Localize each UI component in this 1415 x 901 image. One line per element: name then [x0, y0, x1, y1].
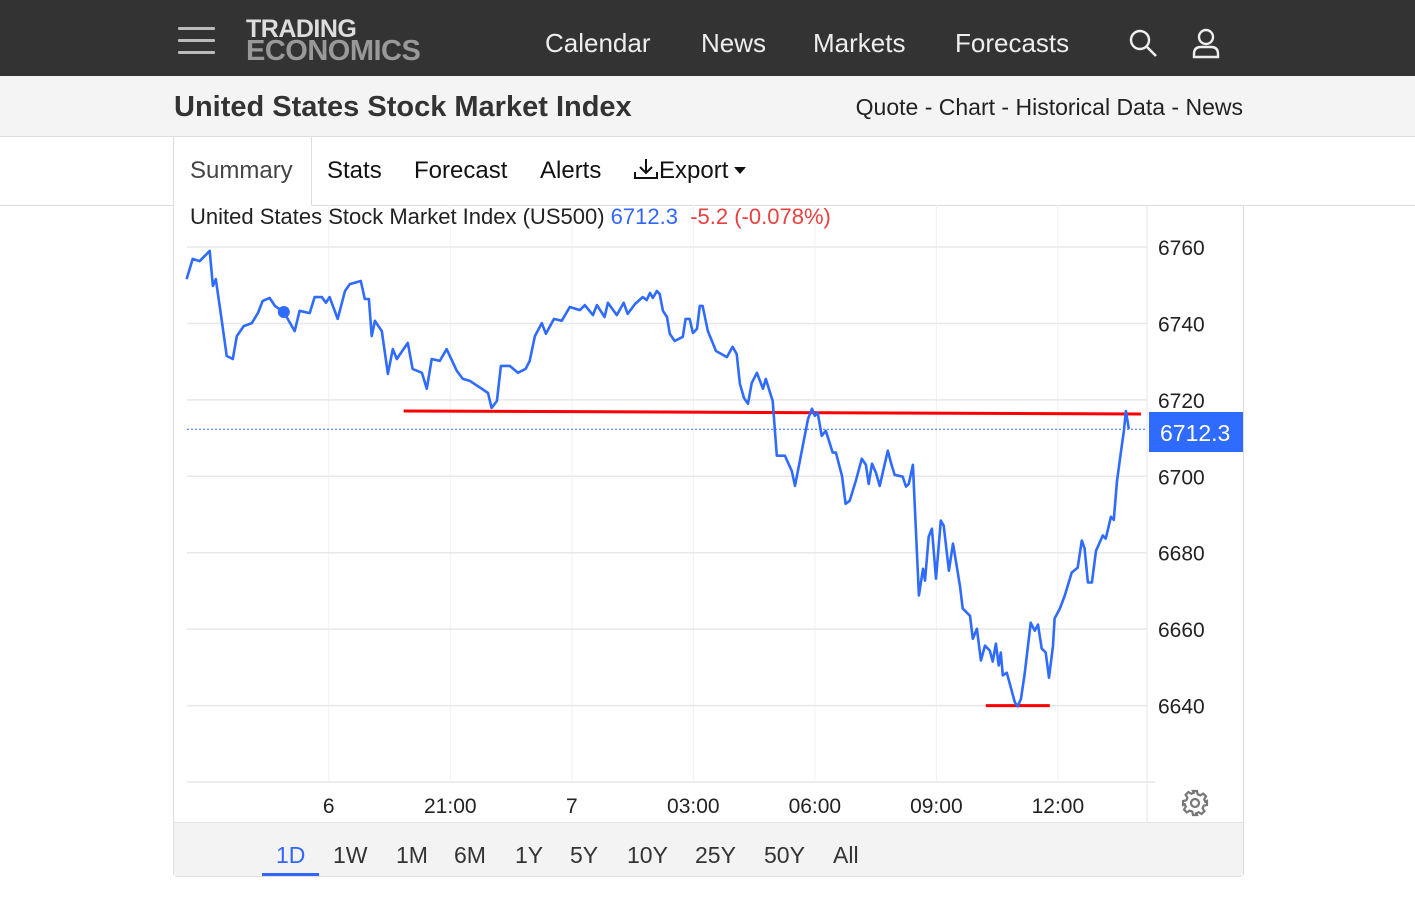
- y-tick-label: 6640: [1158, 696, 1205, 719]
- chart-container: [173, 205, 1244, 877]
- tab-bar: Summary Stats Forecast Alerts Export: [0, 137, 1415, 206]
- range-1m[interactable]: 1M: [396, 842, 428, 868]
- hover-marker: [277, 305, 290, 318]
- price-change-pct: (-0.078%): [734, 204, 831, 229]
- section-links: Quote - Chart - Historical Data - News: [856, 94, 1243, 121]
- nav-calendar[interactable]: Calendar: [545, 28, 651, 58]
- user-icon[interactable]: [1191, 27, 1221, 59]
- price-line: [185, 249, 1131, 708]
- instrument-name: United States Stock Market Index (US500): [190, 204, 605, 229]
- y-tick-label: 6680: [1158, 543, 1205, 566]
- separator: -: [918, 94, 939, 120]
- last-price: 6712.3: [610, 204, 678, 229]
- logo[interactable]: TRADING ECONOMICS: [246, 15, 421, 67]
- range-25y[interactable]: 25Y: [695, 842, 736, 868]
- y-tick-label: 6740: [1158, 313, 1205, 336]
- menu-icon[interactable]: [178, 27, 215, 55]
- link-news[interactable]: News: [1185, 94, 1243, 120]
- x-tick-label: 12:00: [1032, 795, 1085, 818]
- export-label: Export: [659, 157, 729, 184]
- settings-gear-icon[interactable]: [1181, 789, 1209, 817]
- separator: -: [995, 94, 1016, 120]
- x-tick-label: 09:00: [910, 795, 963, 818]
- separator: -: [1165, 94, 1186, 120]
- nav-forecasts[interactable]: Forecasts: [955, 28, 1070, 58]
- range-1d[interactable]: 1D: [276, 842, 306, 868]
- active-range-indicator: [262, 873, 319, 876]
- x-tick-label: 06:00: [789, 795, 842, 818]
- y-tick-label: 6760: [1158, 237, 1205, 260]
- x-tick-label: 7: [566, 795, 578, 818]
- nav-news[interactable]: News: [701, 28, 767, 58]
- link-chart[interactable]: Chart: [938, 94, 996, 120]
- export-dropdown[interactable]: Export: [633, 157, 747, 185]
- tab-summary[interactable]: Summary: [173, 137, 312, 206]
- range-all[interactable]: All: [833, 842, 859, 868]
- x-tick-label: 21:00: [424, 795, 477, 818]
- link-historical-data[interactable]: Historical Data: [1015, 94, 1166, 120]
- range-6m[interactable]: 6M: [454, 842, 486, 868]
- y-tick-label: 6700: [1158, 466, 1205, 489]
- subheader: United States Stock Market Index Quote -…: [0, 76, 1415, 137]
- price-change: -5.2: [690, 204, 729, 229]
- y-tick-label: 6720: [1158, 390, 1205, 413]
- range-50y[interactable]: 50Y: [764, 842, 805, 868]
- x-tick-label: 03:00: [667, 795, 720, 818]
- range-1w[interactable]: 1W: [333, 842, 368, 868]
- range-selector: 1D 1W 1M 6M 1Y 5Y 10Y 25Y 50Y All: [174, 822, 1243, 876]
- tab-forecast[interactable]: Forecast: [414, 157, 508, 184]
- tab-stats[interactable]: Stats: [327, 157, 382, 184]
- range-5y[interactable]: 5Y: [570, 842, 599, 868]
- range-10y[interactable]: 10Y: [627, 842, 668, 868]
- last-price-label: 6712.3: [1149, 412, 1243, 452]
- range-1y[interactable]: 1Y: [515, 842, 544, 868]
- chart-header: United States Stock Market Index (US500)…: [190, 204, 831, 230]
- caret-down-icon: [734, 167, 747, 174]
- x-tick-label: 6: [323, 795, 335, 818]
- y-tick-label: 6660: [1158, 619, 1205, 642]
- nav-markets[interactable]: Markets: [813, 28, 906, 58]
- tab-alerts[interactable]: Alerts: [540, 157, 602, 184]
- link-quote[interactable]: Quote: [855, 94, 919, 120]
- top-nav: TRADING ECONOMICS Calendar News Markets F…: [0, 0, 1415, 76]
- page-title: United States Stock Market Index: [174, 91, 632, 123]
- download-icon: [634, 159, 658, 179]
- search-icon[interactable]: [1128, 28, 1158, 58]
